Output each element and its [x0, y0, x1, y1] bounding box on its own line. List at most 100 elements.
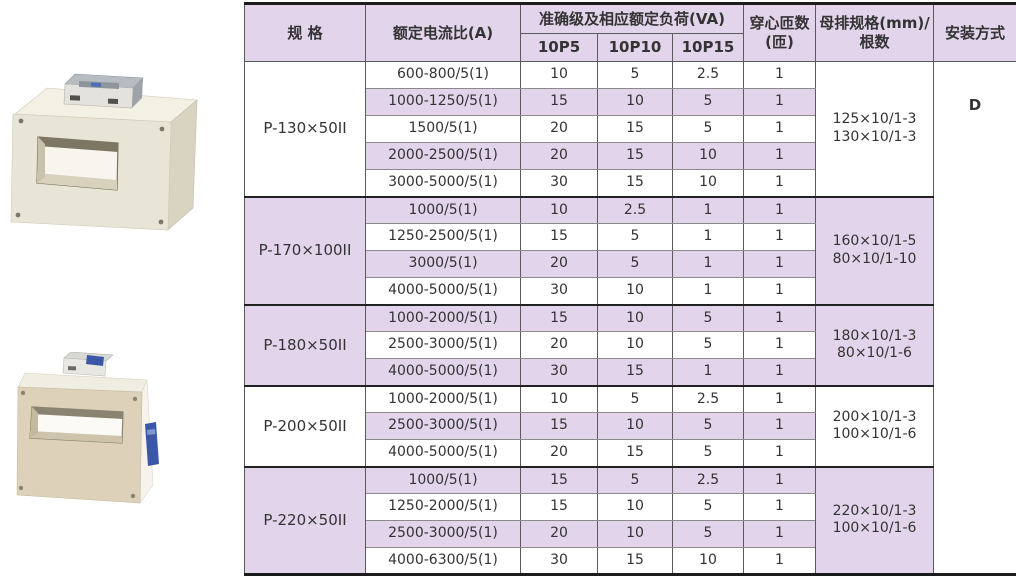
load-10p15-cell: 5 — [672, 412, 744, 440]
load-10p5-cell: 20 — [520, 142, 598, 170]
turns-cell: 1 — [743, 384, 816, 413]
table-row: 4000-5000/5(1) 30 15 1 1 — [245, 358, 1016, 386]
load-10p10-cell: 5 — [597, 61, 673, 89]
turns-cell: 1 — [743, 493, 816, 521]
table-row: P-200×50II 1000-2000/5(1) 10 5 2.5 1 200×10/1-… — [244, 384, 1016, 467]
ratio-cell: 2500-3000/5(1) — [365, 412, 521, 440]
load-10p10-cell: 5 — [597, 384, 673, 413]
turns-cell: 1 — [743, 142, 816, 170]
load-10p15-cell: 1 — [672, 358, 744, 386]
load-10p5-cell: 20 — [520, 250, 598, 278]
spec-table: 规 格 额定电流比(A) 准确级及相应额定负荷(VA) 穿心匝数(匝) 母排规格… — [244, 2, 1016, 576]
table-row: P-170×100II 1000/5(1) 10 2.5 1 1 160×10/1-5 80×… — [244, 195, 1016, 305]
load-10p5-cell: 20 — [520, 331, 598, 359]
load-10p10-cell: 10 — [597, 493, 673, 521]
busbar-spec-line: 220×10/1-3 — [832, 502, 917, 519]
turns-cell: 1 — [743, 412, 816, 440]
table-row: P-220×50II 1000/5(1) 15 5 2.5 1 220×10/1-3 100×… — [244, 465, 1016, 575]
load-10p5-cell: 15 — [520, 223, 598, 251]
load-10p5-cell: 30 — [520, 358, 598, 386]
ct1-terminal-block — [63, 73, 144, 109]
busbar-spec-line: 80×10/1-6 — [837, 345, 912, 361]
ratio-cell: 4000-6300/5(1) — [365, 547, 521, 575]
col-header-10p15: 10P15 — [672, 33, 744, 62]
ratio-cell: 3000-5000/5(1) — [365, 169, 521, 197]
ratio-cell: 4000-5000/5(1) — [365, 439, 521, 467]
turns-cell: 1 — [743, 277, 816, 305]
load-10p10-cell: 5 — [597, 223, 673, 251]
col-header-10p10: 10P10 — [597, 33, 673, 62]
busbar-spec-cell: 180×10/1-3 80×10/1-6 — [815, 303, 934, 386]
table-row: 4000-5000/5(1) 30 10 1 1 — [245, 277, 1016, 305]
load-10p15-cell: 5 — [672, 439, 744, 467]
turns-cell: 1 — [743, 61, 816, 89]
load-10p5-cell: 10 — [520, 195, 598, 224]
table-row: 1500/5(1) 20 15 5 1 — [245, 115, 1016, 143]
turns-cell: 1 — [743, 439, 816, 467]
load-10p15-cell: 2.5 — [672, 465, 744, 494]
load-10p5-cell: 30 — [520, 277, 598, 305]
spec-model-cell: P-130×50II — [244, 61, 366, 197]
load-10p10-cell: 10 — [597, 412, 673, 440]
busbar-spec-line: 100×10/1-6 — [832, 520, 917, 537]
ct2-terminal-block — [62, 351, 114, 377]
load-10p15-cell: 5 — [672, 88, 744, 116]
turns-cell: 1 — [743, 88, 816, 116]
load-10p15-cell: 5 — [672, 520, 744, 548]
col-header-turns: 穿心匝数(匝) — [743, 3, 816, 62]
load-10p10-cell: 10 — [597, 277, 673, 305]
load-10p5-cell: 10 — [520, 61, 598, 89]
load-10p10-cell: 5 — [597, 250, 673, 278]
turns-cell: 1 — [743, 250, 816, 278]
load-10p15-cell: 1 — [672, 277, 744, 305]
turns-cell: 1 — [743, 358, 816, 386]
table-row: 1000-1250/5(1) 15 10 5 1 — [245, 88, 1016, 116]
ratio-cell: 2500-3000/5(1) — [365, 331, 521, 359]
ratio-cell: 3000/5(1) — [365, 250, 521, 278]
busbar-spec-cell: 160×10/1-5 80×10/1-10 — [815, 195, 934, 305]
ct2-corner-screws — [18, 390, 138, 499]
load-10p15-cell: 10 — [672, 142, 744, 170]
spec-model-cell: P-180×50II — [244, 303, 366, 386]
ratio-cell: 1250-2000/5(1) — [365, 493, 521, 521]
col-header-spec: 规 格 — [244, 3, 366, 62]
col-header-10p5: 10P5 — [520, 33, 598, 62]
ratio-cell: 1250-2500/5(1) — [365, 223, 521, 251]
ct2-terminal-blue-label — [86, 355, 104, 366]
ratio-cell: 4000-5000/5(1) — [365, 358, 521, 386]
ratio-cell: 1000/5(1) — [365, 195, 521, 224]
product-photo-1 — [5, 72, 217, 244]
install-mode-cell: D — [933, 61, 1016, 575]
ct1-window-opening — [36, 136, 119, 191]
table-row: 2500-3000/5(1) 15 10 5 1 — [245, 412, 1016, 440]
spec-model-cell: P-200×50II — [244, 384, 366, 467]
load-10p5-cell: 30 — [520, 547, 598, 575]
ratio-cell: 2500-3000/5(1) — [365, 520, 521, 548]
load-10p15-cell: 5 — [672, 493, 744, 521]
load-10p10-cell: 10 — [597, 520, 673, 548]
load-10p15-cell: 2.5 — [672, 384, 744, 413]
ratio-cell: 600-800/5(1) — [365, 61, 521, 89]
product-photo-2 — [8, 351, 183, 512]
busbar-spec-line: 130×10/1-3 — [832, 128, 917, 145]
load-10p5-cell: 15 — [520, 493, 598, 521]
load-10p10-cell: 10 — [597, 331, 673, 359]
busbar-spec-line: 180×10/1-3 — [832, 327, 917, 344]
load-10p10-cell: 10 — [597, 303, 673, 332]
turns-cell: 1 — [743, 115, 816, 143]
load-10p10-cell: 15 — [597, 439, 673, 467]
table-row: 4000-6300/5(1) 30 15 10 1 — [245, 547, 1016, 575]
busbar-spec-line: 160×10/1-5 — [832, 233, 917, 249]
ratio-cell: 1000-2000/5(1) — [365, 384, 521, 413]
turns-cell: 1 — [743, 303, 816, 332]
busbar-spec-line: 200×10/1-3 — [832, 408, 917, 425]
turns-cell: 1 — [743, 195, 816, 224]
busbar-spec-cell: 220×10/1-3 100×10/1-6 — [815, 465, 934, 575]
load-10p15-cell: 1 — [672, 223, 744, 251]
turns-cell: 1 — [743, 169, 816, 197]
load-10p5-cell: 15 — [520, 88, 598, 116]
load-10p10-cell: 15 — [597, 358, 673, 386]
load-10p15-cell: 10 — [672, 169, 744, 197]
busbar-spec-cell: 200×10/1-3 100×10/1-6 — [815, 384, 934, 467]
load-10p5-cell: 10 — [520, 384, 598, 413]
